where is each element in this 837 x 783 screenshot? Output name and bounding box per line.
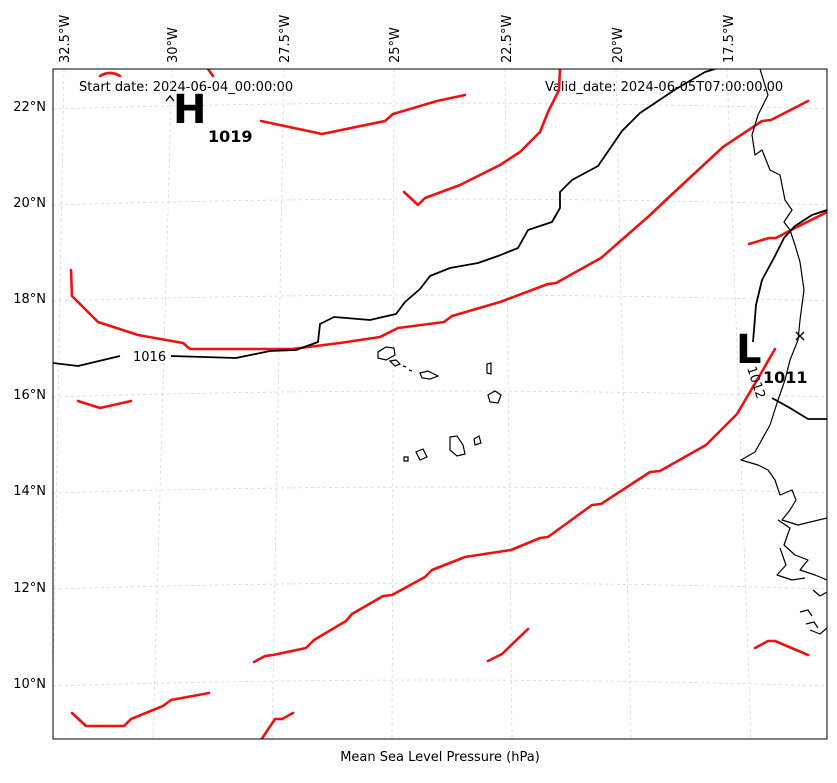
coastline-islands — [799, 589, 827, 635]
island-brava — [403, 456, 409, 462]
front-lines — [69, 69, 827, 739]
front-segment — [206, 69, 215, 78]
meridian-22-5 — [504, 69, 513, 739]
front-segment — [76, 399, 133, 410]
parallel-20 — [53, 198, 827, 206]
front-segment — [70, 691, 211, 728]
lon-tick: 22.5°W — [500, 15, 515, 63]
meridian-25 — [391, 69, 395, 739]
lon-tick: 20°W — [611, 27, 626, 63]
lon-tick: 30°W — [166, 27, 181, 63]
island-santiago — [449, 435, 466, 457]
lat-tick: 18°N — [13, 292, 46, 307]
lon-tick: 32.5°W — [58, 15, 73, 63]
meridian-30 — [152, 69, 173, 739]
isobar-1016 — [170, 69, 716, 359]
meridian-17-5 — [726, 69, 752, 739]
cape-verde-islands — [377, 346, 502, 462]
parallel-16 — [53, 390, 827, 398]
map-area — [53, 69, 827, 739]
coastline-main — [740, 69, 827, 526]
african-coastline — [740, 69, 827, 635]
lon-tick: 27.5°W — [278, 15, 293, 63]
island-fogo — [415, 448, 428, 461]
meridian-20 — [615, 69, 632, 739]
front-segment — [486, 627, 530, 663]
high-pressure-value: 1019 — [208, 127, 253, 146]
high-center-marker — [165, 94, 175, 102]
island-santo-antao — [377, 346, 396, 361]
front-segment — [69, 99, 810, 351]
isobar-1012 — [771, 397, 827, 420]
lat-tick: 22°N — [13, 100, 46, 115]
front-segment — [260, 711, 295, 739]
island-santa-luzia — [402, 365, 413, 372]
map-caption: Mean Sea Level Pressure (hPa) — [340, 750, 540, 765]
front-segment — [753, 639, 810, 657]
low-center-marker — [795, 331, 805, 341]
parallel-22 — [53, 102, 827, 110]
island-sao-vicente — [388, 359, 402, 367]
parallel-14 — [53, 486, 827, 494]
isobar-1012 — [752, 209, 827, 343]
coastline-inlet — [776, 547, 806, 581]
meridian-27-5 — [271, 69, 285, 739]
high-pressure-symbol: H — [173, 87, 206, 133]
front-segment — [98, 71, 122, 78]
low-pressure-value: 1011 — [763, 368, 808, 387]
parallel-18 — [53, 294, 827, 302]
coastline-guinea — [777, 519, 827, 581]
valid-date-label: Valid_date: 2024-06-05T07:00:00.00 — [545, 80, 783, 95]
front-segment — [747, 210, 827, 246]
lat-tick: 10°N — [13, 677, 46, 692]
plot-frame — [52, 68, 828, 740]
latitude-tick-labels: 22°N 20°N 18°N 16°N 14°N 12°N 10°N — [13, 100, 46, 692]
isobar-1016 — [53, 355, 121, 367]
island-maio — [473, 435, 482, 446]
longitude-tick-labels: 32.5°W 30°W 27.5°W 25°W 22.5°W 20°W 17.5… — [58, 15, 737, 63]
lon-tick: 25°W — [388, 27, 403, 63]
front-segment — [402, 69, 562, 207]
lat-tick: 14°N — [13, 484, 46, 499]
island-sao-nicolau — [419, 370, 440, 380]
lon-tick: 17.5°W — [722, 15, 737, 63]
low-pressure-symbol: L — [736, 327, 762, 373]
parallel-12 — [53, 582, 827, 590]
meridian-32-5 — [53, 69, 65, 703]
parallel-10 — [53, 679, 827, 687]
front-segment — [259, 93, 467, 136]
island-sal — [486, 362, 492, 375]
island-boa-vista — [487, 390, 502, 404]
start-date-label: Start date: 2024-06-04_00:00:00 — [79, 80, 293, 95]
parallel-gridlines — [53, 102, 827, 687]
lat-tick: 12°N — [13, 581, 46, 596]
isobars — [53, 69, 827, 420]
meridian-gridlines — [53, 69, 752, 739]
contour-label-1016: 1016 — [133, 350, 166, 365]
front-segment — [252, 347, 777, 664]
lat-tick: 20°N — [13, 196, 46, 211]
lat-tick: 16°N — [13, 388, 46, 403]
